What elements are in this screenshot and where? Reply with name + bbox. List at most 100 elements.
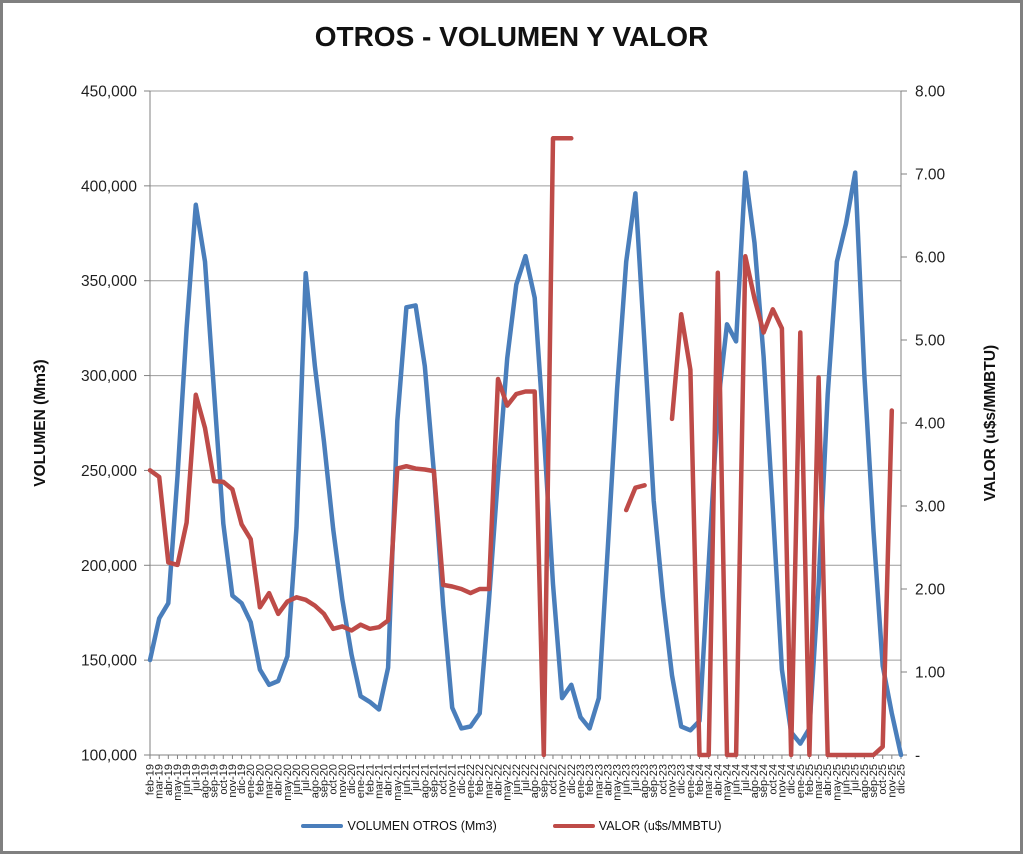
x-axis-tick-label: may-19	[172, 764, 184, 801]
x-axis-tick-label: may-24	[721, 764, 733, 801]
right-axis-tick-label: 3.00	[915, 499, 946, 516]
x-axis-tick-label: oct-20	[328, 764, 340, 795]
x-axis-tick-label: feb-24	[694, 764, 706, 795]
left-axis-tick-label: 100,000	[81, 748, 137, 765]
x-axis-tick-label: feb-21	[364, 764, 376, 795]
x-axis-tick-label: nov-20	[337, 764, 349, 798]
x-axis-tick-label: jun-24	[731, 764, 743, 796]
x-axis-tick-label: mar-20	[264, 764, 276, 799]
legend: VOLUMEN OTROS (Mm3) VALOR (u$s/MMBTU)	[3, 819, 1020, 833]
x-axis-tick-label: mar-21	[373, 764, 385, 799]
x-axis-tick-label: oct-23	[657, 764, 669, 795]
right-axis-tick-label: 2.00	[915, 582, 946, 599]
left-axis-tick-label: 250,000	[81, 463, 137, 480]
x-axis-tick-label: nov-23	[667, 764, 679, 798]
x-axis-tick-label: abr-20	[273, 764, 285, 796]
x-axis-tick-label: dic-21	[456, 764, 468, 794]
x-axis-tick-label: nov-24	[776, 764, 788, 798]
x-axis-tick-label: abr-22	[493, 764, 505, 796]
x-axis-tick-label: ago-21	[419, 764, 431, 798]
x-axis-tick-label: oct-19	[218, 764, 230, 795]
volumen-line	[147, 170, 904, 758]
x-axis-tick-label: jul-20	[300, 764, 312, 792]
x-axis-tick-label: sep-24	[758, 764, 770, 798]
x-axis-tick-label: nov-19	[227, 764, 239, 798]
left-axis-tick-label: 400,000	[81, 178, 137, 195]
right-axis-tick-label: 4.00	[915, 416, 946, 433]
x-axis-tick-label: sep-22	[538, 764, 550, 798]
x-axis-tick-label: oct-22	[547, 764, 559, 795]
x-axis-tick-label: ene-25	[795, 764, 807, 798]
x-axis-tick-label: sep-19	[209, 764, 221, 798]
x-axis-tick-label: ago-24	[749, 764, 761, 798]
x-axis-tick-label: jul-22	[520, 764, 532, 792]
x-axis-tick-label: dic-19	[236, 764, 248, 794]
x-axis-tick-label: jun-19	[181, 764, 193, 796]
x-axis-tick-label: oct-21	[438, 764, 450, 795]
valor-line-swatch	[552, 824, 595, 828]
x-axis-tick-label: abr-25	[822, 764, 834, 796]
x-axis-tick-label: abr-21	[383, 764, 395, 796]
legend-item-valor[interactable]: VALOR (u$s/MMBTU)	[552, 819, 722, 833]
valor-line	[147, 136, 895, 758]
x-axis-tick-label: oct-24	[767, 764, 779, 795]
x-axis-tick-label: ene-23	[575, 764, 587, 798]
x-axis-tick-label: may-23	[612, 764, 624, 801]
x-axis-tick-label: mar-25	[813, 764, 825, 799]
right-axis-tick-label: 6.00	[915, 250, 946, 267]
x-axis-tick-label: mar-22	[483, 764, 495, 799]
x-axis-tick-label: nov-25	[886, 764, 898, 798]
right-axis-tick-label: 5.00	[915, 333, 946, 350]
x-axis-tick-label: sep-23	[648, 764, 660, 798]
x-axis-tick-label: ago-22	[529, 764, 541, 798]
x-axis-tick-label: jun-20	[291, 764, 303, 796]
right-axis-tick-label: -	[915, 748, 920, 765]
x-axis-tick-label: mar-19	[154, 764, 166, 799]
x-axis-tick-label: dic-23	[676, 764, 688, 794]
x-axis-tick-label: may-21	[392, 764, 404, 801]
x-axis-tick-label: feb-20	[254, 764, 266, 795]
left-axis-tick-label: 350,000	[81, 273, 137, 290]
right-axis-tick-label: 1.00	[915, 665, 946, 682]
x-axis-tick-label: nov-22	[557, 764, 569, 798]
x-axis-tick-label: feb-25	[804, 764, 816, 795]
x-axis-tick-label: jun-23	[621, 764, 633, 796]
left-axis-tick-label: 200,000	[81, 558, 137, 575]
left-axis-tick-label: 300,000	[81, 368, 137, 385]
x-axis-tick-label: sep-25	[868, 764, 880, 798]
x-axis-tick-label: jun-21	[401, 764, 413, 796]
x-axis-tick-label: may-22	[502, 764, 514, 801]
x-axis-tick-label: sep-20	[319, 764, 331, 798]
right-axis-tick-label: 8.00	[915, 84, 946, 101]
x-axis-tick-label: dic-24	[786, 764, 798, 794]
left-axis-tick-label: 450,000	[81, 84, 137, 101]
x-axis-tick-label: nov-21	[447, 764, 459, 798]
x-axis-tick-label: jul-23	[630, 764, 642, 792]
left-axis-tick-label: 150,000	[81, 653, 137, 670]
right-axis-tick-label: 7.00	[915, 167, 946, 184]
x-axis-tick-label: jul-21	[410, 764, 422, 792]
legend-label-volumen: VOLUMEN OTROS (Mm3)	[347, 819, 497, 833]
x-axis-tick-label: ene-20	[245, 764, 257, 798]
x-axis-tick-label: feb-19	[145, 764, 157, 795]
x-axis-tick-label: sep-21	[428, 764, 440, 798]
x-axis-tick-label: ene-21	[355, 764, 367, 798]
legend-item-volumen[interactable]: VOLUMEN OTROS (Mm3)	[301, 819, 497, 833]
x-axis-tick-label: ago-20	[309, 764, 321, 798]
x-axis-tick-label: ene-24	[685, 764, 697, 798]
legend-label-valor: VALOR (u$s/MMBTU)	[598, 819, 722, 833]
x-axis-tick-label: feb-23	[584, 764, 596, 795]
x-axis-tick-label: ago-23	[639, 764, 651, 798]
x-axis-tick-label: jun-25	[841, 764, 853, 796]
x-axis-tick-label: dic-22	[566, 764, 578, 794]
x-axis-tick-label: may-20	[282, 764, 294, 801]
x-axis-tick-label: mar-24	[703, 764, 715, 799]
x-axis-tick-label: abr-23	[602, 764, 614, 796]
x-axis-tick-label: abr-24	[712, 764, 724, 796]
x-axis-tick-label: dic-25	[896, 764, 908, 794]
x-axis-tick-label: abr-19	[163, 764, 175, 796]
x-axis-tick-label: mar-23	[593, 764, 605, 799]
x-axis-tick-label: ene-22	[465, 764, 477, 798]
x-axis-tick-label: oct-25	[877, 764, 889, 795]
